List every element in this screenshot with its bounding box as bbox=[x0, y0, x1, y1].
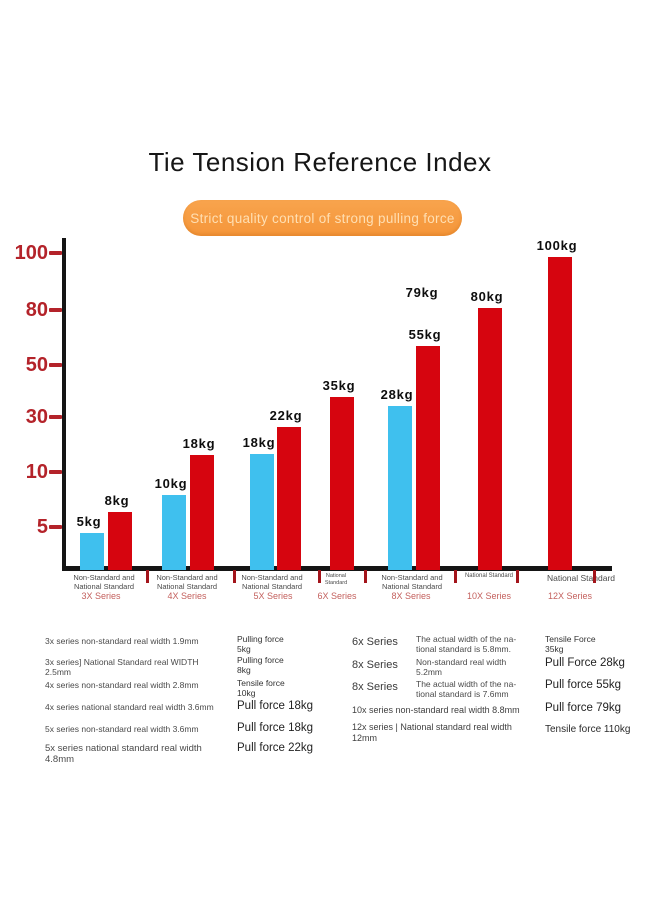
standard-note: Non-Standard and National Standard bbox=[73, 573, 135, 591]
bar-value-label: 35kg bbox=[322, 378, 356, 393]
spec-force-value: Pulling force 8kg bbox=[237, 655, 284, 675]
spec-item-label: 3x series] National Standard real WIDTH 2… bbox=[45, 657, 199, 677]
spec-item-label: 5x series non-standard real width 3.6mm bbox=[45, 724, 199, 734]
standard-note: National Standard bbox=[464, 573, 514, 579]
spec-row-right: 12x series | National standard real widt… bbox=[352, 719, 657, 743]
bar-value-label: 22kg bbox=[269, 408, 303, 423]
bar-value-label: 5kg bbox=[76, 514, 102, 529]
bar-extra-value-label: 79kg bbox=[405, 285, 439, 300]
spec-row-left: 3x series] National Standard real WIDTH 2… bbox=[45, 655, 335, 677]
axis-divider-tick bbox=[146, 570, 149, 583]
page-title: Tie Tension Reference Index bbox=[148, 147, 492, 177]
spec-force-value: Pull force 18kg bbox=[237, 722, 314, 734]
spec-force-value: Tensile force 10kg bbox=[237, 678, 285, 698]
axis-divider-tick bbox=[454, 570, 457, 583]
spec-row-right: 10x series non-standard real width 8.8mm… bbox=[352, 702, 657, 724]
bar-value-label: 28kg bbox=[380, 387, 414, 402]
spec-force-value: Pull Force 28kg bbox=[545, 657, 625, 669]
spec-force-value: Tensile Force 35kg bbox=[545, 634, 596, 654]
y-axis-line bbox=[62, 238, 66, 571]
bar-10x-series-national-standard bbox=[478, 308, 502, 570]
spec-row-left: 4x series national standard real width 3… bbox=[45, 700, 335, 722]
spec-item-desc: Non-standard real width 5.2mm bbox=[416, 657, 507, 677]
standard-note: Non-Standard and National Standard bbox=[381, 573, 443, 591]
spec-force-value: Pull force 22kg bbox=[237, 742, 314, 754]
spec-row-right: 8x Series Non-standard real width 5.2mm Pul… bbox=[352, 657, 657, 679]
series-label-3x-series: 3X Series bbox=[81, 591, 121, 601]
y-tick-label-10: 10 bbox=[25, 461, 48, 483]
spec-item-label: 12x series | National standard real widt… bbox=[352, 722, 512, 743]
spec-force-value: Pull force 79kg bbox=[545, 702, 622, 714]
spec-row-left: 4x series non-standard real width 2.8mm T… bbox=[45, 678, 335, 700]
axis-divider-tick bbox=[364, 570, 367, 583]
y-tick-label-80: 80 bbox=[25, 299, 48, 321]
bar-5x-series-non-standard bbox=[250, 454, 274, 570]
y-tick-label-100: 100 bbox=[14, 242, 48, 264]
bar-3x-series-national-standard bbox=[108, 512, 132, 570]
bar-value-label: 80kg bbox=[470, 289, 504, 304]
spec-series-name: 8x Series bbox=[352, 659, 398, 671]
bar-5x-series-national-standard bbox=[277, 427, 301, 570]
bar-3x-series-non-standard bbox=[80, 533, 104, 570]
series-label-12x-series: 12X Series bbox=[547, 591, 593, 601]
series-label-8x-series: 8X Series bbox=[391, 591, 431, 601]
spec-item-label: 10x series non-standard real width 8.8mm bbox=[352, 705, 520, 715]
bar-value-label: 18kg bbox=[242, 435, 276, 450]
standard-note: Non-Standard and National Standard bbox=[156, 573, 218, 591]
spec-item-label: 4x series national standard real width 3… bbox=[45, 702, 214, 712]
spec-force-value: Pull force 55kg bbox=[545, 679, 622, 691]
spec-row-left: 3x series non-standard real width 1.9mm P… bbox=[45, 634, 335, 656]
standard-note: Non-Standard and National Standard bbox=[241, 573, 303, 591]
axis-divider-tick bbox=[233, 570, 236, 583]
spec-row-left: 5x series national standard real width 4.… bbox=[45, 742, 335, 764]
series-label-6x-series: 6X Series bbox=[317, 591, 357, 601]
spec-row-right: 8x Series The actual width of the na-tion… bbox=[352, 679, 657, 701]
bar-4x-series-non-standard bbox=[162, 495, 186, 570]
standard-note: National Standard bbox=[324, 573, 348, 586]
y-tick-label-5: 5 bbox=[36, 516, 48, 538]
y-tick-mark-30 bbox=[49, 415, 62, 419]
axis-divider-tick bbox=[318, 570, 321, 583]
y-tick-mark-10 bbox=[49, 470, 62, 474]
y-tick-mark-80 bbox=[49, 308, 62, 312]
series-label-10x-series: 10X Series bbox=[466, 591, 512, 601]
bar-6x-series-national-standard bbox=[330, 397, 354, 570]
quality-badge-text: Strict quality control of strong pulling… bbox=[190, 210, 455, 226]
y-tick-mark-100 bbox=[49, 251, 62, 255]
y-tick-mark-5 bbox=[49, 525, 62, 529]
standard-note: National Standard bbox=[546, 573, 616, 583]
spec-force-value: Tensile force 110kg bbox=[545, 724, 631, 735]
spec-item-label: 3x series non-standard real width 1.9mm bbox=[45, 636, 199, 646]
spec-force-value: Pulling force 5kg bbox=[237, 634, 284, 654]
series-label-4x-series: 4X Series bbox=[167, 591, 207, 601]
bar-value-label: 55kg bbox=[408, 327, 442, 342]
bar-value-label: 10kg bbox=[154, 476, 188, 491]
bar-8x-series-national-standard bbox=[416, 346, 440, 570]
bar-12x-series-national-standard bbox=[548, 257, 572, 570]
spec-series-name: 6x Series bbox=[352, 636, 398, 648]
spec-item-label: 4x series non-standard real width 2.8mm bbox=[45, 680, 199, 690]
y-tick-label-30: 30 bbox=[25, 406, 48, 428]
quality-badge: Strict quality control of strong pulling… bbox=[183, 200, 462, 236]
spec-item-desc: The actual width of the na-tional standa… bbox=[416, 634, 517, 654]
bar-value-label: 100kg bbox=[536, 238, 578, 253]
bar-4x-series-national-standard bbox=[190, 455, 214, 570]
spec-row-right: 6x Series The actual width of the na-tion… bbox=[352, 634, 657, 656]
axis-divider-tick bbox=[516, 570, 519, 583]
bar-8x-series-non-standard bbox=[388, 406, 412, 570]
spec-series-name: 8x Series bbox=[352, 681, 398, 693]
bar-value-label: 18kg bbox=[182, 436, 216, 451]
spec-item-desc: The actual width of the na-tional standa… bbox=[416, 679, 517, 699]
y-tick-label-50: 50 bbox=[25, 354, 48, 376]
spec-row-left: 5x series non-standard real width 3.6mm P… bbox=[45, 722, 335, 744]
y-tick-mark-50 bbox=[49, 363, 62, 367]
series-label-5x-series: 5X Series bbox=[253, 591, 293, 601]
spec-item-label: 5x series national standard real width 4.… bbox=[45, 743, 202, 765]
bar-value-label: 8kg bbox=[104, 493, 130, 508]
axis-divider-tick bbox=[593, 570, 596, 583]
spec-force-value: Pull force 18kg bbox=[237, 700, 314, 712]
